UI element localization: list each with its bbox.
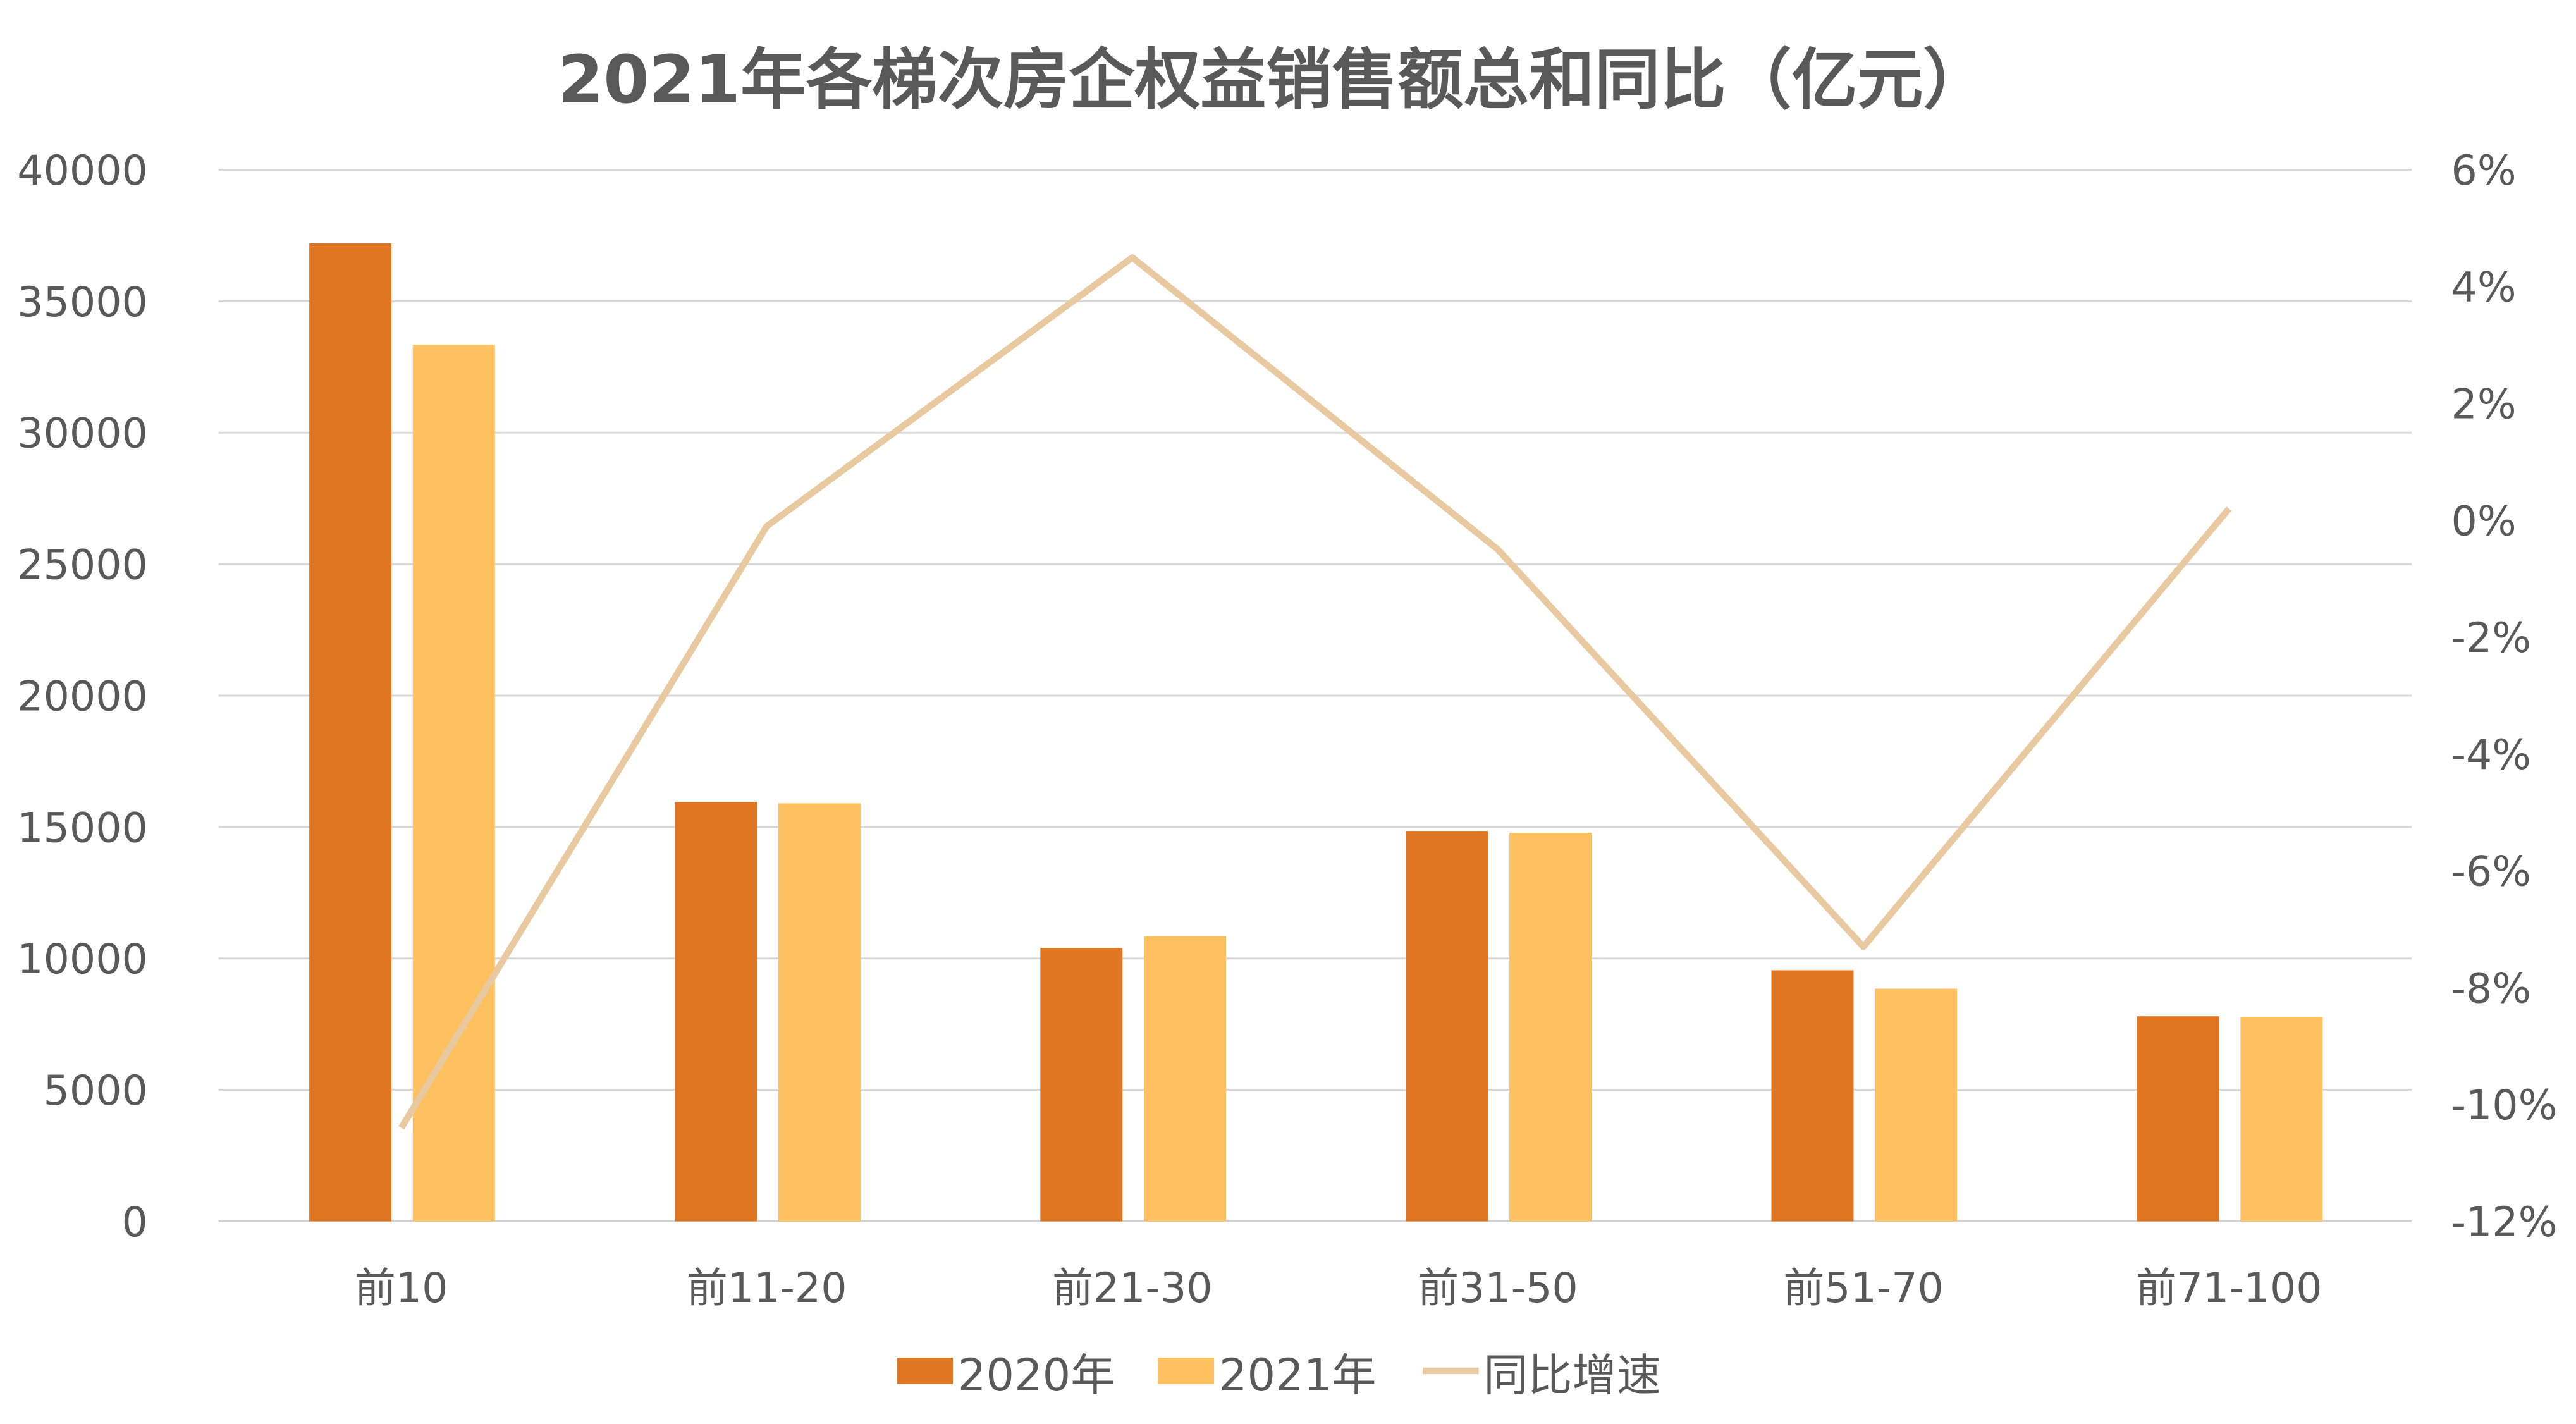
bar-2020年-前31-50 [1406, 831, 1488, 1222]
left-tick-label: 30000 [17, 410, 148, 458]
right-tick-label: 0% [2451, 498, 2517, 545]
category-label: 前51-70 [1783, 1265, 1944, 1312]
growth-point [401, 1127, 402, 1128]
right-tick-label: -6% [2451, 849, 2531, 896]
category-label: 前71-100 [2136, 1265, 2322, 1312]
bar-2021年-前21-30 [1144, 936, 1226, 1222]
left-tick-label: 15000 [17, 804, 148, 852]
bar-2021年-前10 [412, 345, 495, 1222]
right-tick-label: 4% [2451, 264, 2517, 312]
growth-point [766, 525, 767, 527]
bar-2021年-前11-20 [778, 803, 861, 1222]
left-tick-label: 35000 [17, 279, 148, 326]
right-tick-label: -2% [2451, 615, 2531, 662]
left-tick-label: 20000 [17, 673, 148, 720]
legend: 2020年 2021年 同比增速 [897, 1349, 1661, 1401]
right-tick-label: -10% [2451, 1082, 2558, 1129]
bar-2020年-前71-100 [2137, 1016, 2219, 1222]
legend-swatch-2021 [1158, 1358, 1215, 1384]
growth-point [1132, 257, 1133, 258]
category-label: 前31-50 [1418, 1265, 1578, 1312]
growth-line [398, 254, 2232, 1130]
bar-2021年-前31-50 [1509, 833, 1592, 1222]
chart-title: 2021年各梯次房企权益销售额总和同比（亿元） [558, 42, 1989, 118]
legend-swatch-2020 [897, 1358, 953, 1384]
legend-label-2020: 2020年 [958, 1349, 1115, 1401]
bar-2020年-前10 [309, 243, 392, 1222]
right-tick-label: -4% [2451, 732, 2531, 779]
bar-2020年-前21-30 [1040, 948, 1123, 1222]
legend-label-growth: 同比增速 [1483, 1349, 1661, 1401]
bar-2020年-前51-70 [1771, 970, 1854, 1222]
left-tick-label: 10000 [17, 936, 148, 983]
left-tick-label: 40000 [17, 147, 148, 195]
right-tick-label: 2% [2451, 381, 2517, 428]
legend-label-2021: 2021年 [1219, 1349, 1377, 1401]
right-tick-label: -12% [2451, 1199, 2558, 1246]
bar-2020年-前11-20 [675, 802, 757, 1222]
growth-point [1497, 549, 1499, 550]
bar-2021年-前51-70 [1875, 988, 1958, 1222]
left-tick-label: 25000 [17, 542, 148, 589]
bar-2021年-前71-100 [2240, 1017, 2323, 1222]
category-label: 前11-20 [687, 1265, 847, 1312]
right-tick-label: -8% [2451, 965, 2531, 1012]
category-label: 前21-30 [1052, 1265, 1213, 1312]
left-tick-label: 5000 [44, 1067, 148, 1115]
category-label: 前10 [355, 1265, 448, 1312]
left-tick-label: 0 [122, 1199, 148, 1246]
right-tick-label: 6% [2451, 147, 2517, 195]
